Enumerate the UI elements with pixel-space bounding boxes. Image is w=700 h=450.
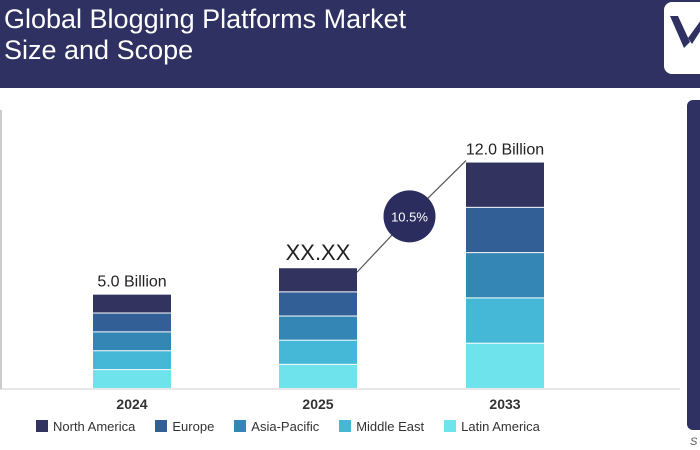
legend-swatch (36, 420, 48, 432)
bar-segment-2024-europe (93, 313, 171, 332)
bar-segment-2033-latin-america (466, 343, 544, 388)
legend-swatch (155, 420, 168, 432)
side-panel (687, 100, 700, 430)
legend-item: North America (36, 419, 135, 434)
legend: North America Europe Asia-Pacific Middle Ea… (36, 418, 540, 434)
bar-segment-2033-north-america (466, 162, 544, 207)
legend-swatch (444, 420, 457, 432)
cagr-label: 10.5% (391, 209, 428, 224)
x-tick-label: 2025 (302, 396, 333, 412)
logo-icon (670, 16, 700, 48)
bar-group: 5.0 Billion 2024 XX.XX 2025 12.0 Billion 2033 (93, 142, 544, 412)
legend-swatch (234, 420, 247, 432)
legend-label: North America (53, 418, 136, 434)
bar-total-label: XX.XX (286, 240, 351, 265)
bar-segment-2025-europe (279, 292, 357, 316)
header-banner: Global Blogging Platforms Market Size an… (0, 0, 700, 88)
bar-total-label: 12.0 Billion (466, 142, 544, 159)
legend-item: Europe (155, 419, 214, 434)
page-title: Global Blogging Platforms Market Size an… (4, 4, 407, 65)
cagr-annotation: 10.5% (356, 160, 467, 273)
bar-segment-2025-middle-east (279, 340, 357, 364)
legend-swatch (339, 420, 352, 432)
legend-label: Asia-Pacific (251, 418, 320, 434)
legend-item: Asia-Pacific (234, 419, 319, 434)
logo (664, 2, 700, 74)
legend-label: Europe (172, 418, 215, 434)
bar-segment-2024-middle-east (93, 351, 171, 370)
legend-label: Latin America (461, 418, 540, 434)
legend-label: Middle East (356, 418, 425, 434)
bar-segment-2033-asia-pacific (466, 253, 544, 298)
bar-segment-2024-asia-pacific (93, 332, 171, 351)
bar-segment-2025-north-america (279, 268, 357, 292)
x-tick-label: 2024 (116, 396, 147, 412)
bar-segment-2024-north-america (93, 294, 171, 313)
bar-total-label: 5.0 Billion (97, 274, 166, 291)
legend-item: Middle East (339, 419, 424, 434)
x-tick-label: 2033 (489, 396, 520, 412)
bar-segment-2033-middle-east (466, 298, 544, 343)
bar-segment-2033-europe (466, 207, 544, 253)
bar-segment-2024-latin-america (93, 370, 171, 388)
cagr-bubble (383, 190, 436, 243)
bar-segment-2025-latin-america (279, 364, 357, 388)
legend-item: Latin America (444, 419, 540, 434)
bar-segment-2025-asia-pacific (279, 316, 357, 340)
corner-text: S (690, 436, 698, 448)
